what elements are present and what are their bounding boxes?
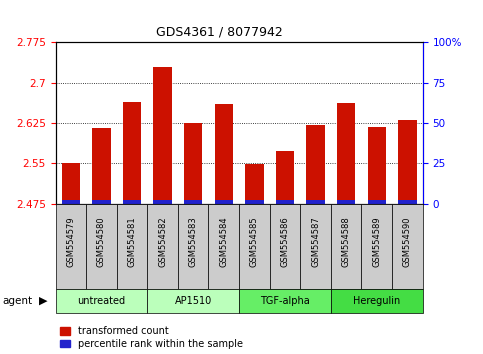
Text: GSM554580: GSM554580: [97, 216, 106, 267]
Bar: [331, 289, 423, 313]
Bar: [245, 164, 264, 204]
Bar: [245, 200, 264, 204]
Bar: [117, 204, 147, 289]
Text: GSM554586: GSM554586: [281, 216, 289, 267]
Bar: [123, 102, 141, 204]
Bar: [209, 204, 239, 289]
Text: GSM554584: GSM554584: [219, 216, 228, 267]
Legend: transformed count, percentile rank within the sample: transformed count, percentile rank withi…: [60, 326, 243, 349]
Bar: [300, 204, 331, 289]
Text: GSM554579: GSM554579: [66, 216, 75, 267]
Bar: [239, 204, 270, 289]
Text: GSM554582: GSM554582: [158, 216, 167, 267]
Bar: [276, 152, 294, 204]
Bar: [62, 163, 80, 204]
Text: GSM554588: GSM554588: [341, 216, 351, 267]
Bar: [398, 200, 416, 204]
Text: AP1510: AP1510: [174, 296, 212, 306]
Bar: [361, 204, 392, 289]
Bar: [178, 204, 209, 289]
Bar: [276, 200, 294, 204]
Bar: [270, 204, 300, 289]
Bar: [147, 289, 239, 313]
Text: GSM554590: GSM554590: [403, 217, 412, 267]
Bar: [154, 200, 172, 204]
Text: GSM554589: GSM554589: [372, 216, 381, 267]
Bar: [147, 204, 178, 289]
Bar: [214, 200, 233, 204]
Text: ▶: ▶: [39, 296, 48, 306]
Bar: [368, 200, 386, 204]
Bar: [331, 204, 361, 289]
Bar: [214, 104, 233, 204]
Text: GSM554581: GSM554581: [128, 216, 137, 267]
Bar: [239, 289, 331, 313]
Bar: [86, 204, 117, 289]
Text: GSM554583: GSM554583: [189, 216, 198, 267]
Bar: [92, 200, 111, 204]
Text: TGF-alpha: TGF-alpha: [260, 296, 310, 306]
Bar: [337, 103, 355, 204]
Bar: [368, 127, 386, 204]
Text: agent: agent: [2, 296, 32, 306]
Bar: [184, 200, 202, 204]
Bar: [398, 120, 416, 204]
Bar: [123, 200, 141, 204]
Bar: [306, 200, 325, 204]
Bar: [337, 200, 355, 204]
Text: GSM554585: GSM554585: [250, 216, 259, 267]
Text: GSM554587: GSM554587: [311, 216, 320, 267]
Text: untreated: untreated: [77, 296, 126, 306]
Bar: [184, 123, 202, 204]
Bar: [154, 67, 172, 204]
Text: Heregulin: Heregulin: [353, 296, 400, 306]
Bar: [56, 204, 86, 289]
Text: GDS4361 / 8077942: GDS4361 / 8077942: [156, 26, 283, 39]
Bar: [92, 129, 111, 204]
Bar: [56, 289, 147, 313]
Bar: [62, 200, 80, 204]
Bar: [392, 204, 423, 289]
Bar: [306, 125, 325, 204]
